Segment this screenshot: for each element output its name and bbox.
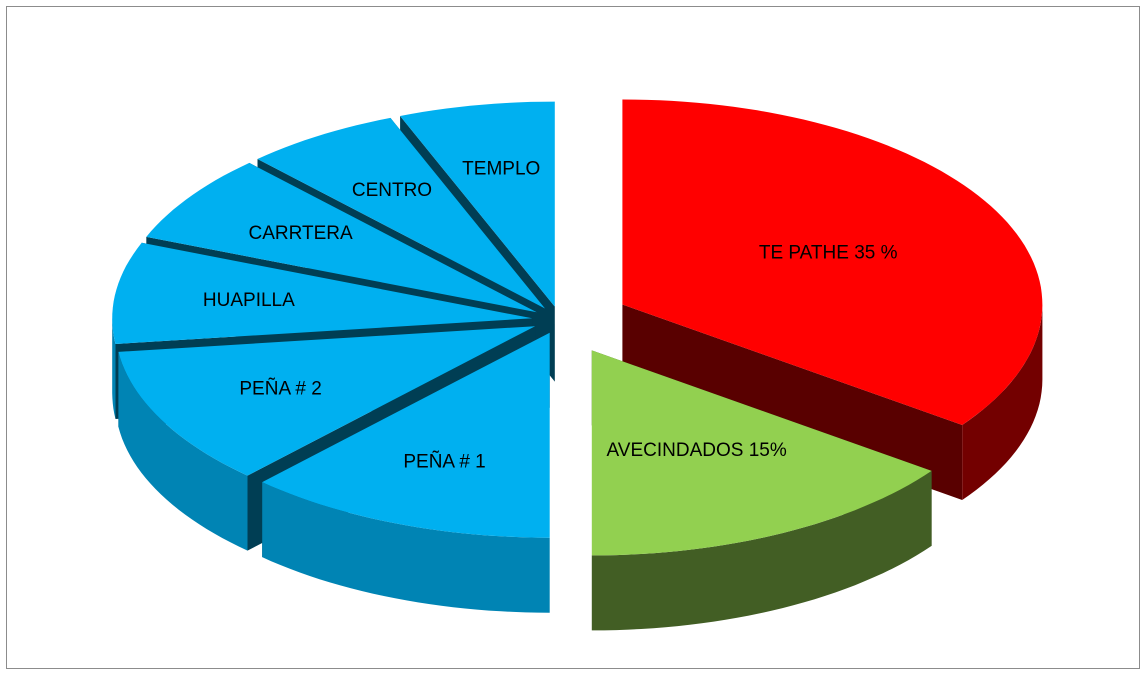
- slice-top: [622, 99, 1043, 425]
- slice-label: PEÑA # 1: [403, 450, 485, 472]
- slice-top: [112, 242, 533, 344]
- slice-label: PEÑA # 2: [239, 378, 321, 400]
- slice-label: HUAPILLA: [203, 290, 295, 311]
- slice: [622, 99, 1043, 500]
- slice-top: [400, 101, 555, 307]
- slice-side: [262, 482, 550, 613]
- slice-top: [118, 326, 536, 476]
- slice-side: [112, 318, 116, 419]
- slice-top: [146, 162, 537, 313]
- slice-wall: [622, 304, 963, 500]
- slice-label: AVECINDADOS 15%: [607, 440, 787, 461]
- slice-side: [962, 304, 1043, 500]
- slice-top: [257, 117, 545, 309]
- slice-top: [591, 350, 932, 556]
- slice-label: CARRTERA: [249, 223, 353, 244]
- slice-label: TEMPLO: [462, 159, 540, 180]
- slice-label: CENTRO: [352, 180, 432, 201]
- slice-side: [118, 351, 248, 551]
- slice: [262, 332, 550, 613]
- slice-label: TE PATHE 35 %: [759, 242, 898, 263]
- slice-top: [262, 332, 550, 538]
- slice: [591, 350, 932, 631]
- slice-side: [591, 470, 932, 631]
